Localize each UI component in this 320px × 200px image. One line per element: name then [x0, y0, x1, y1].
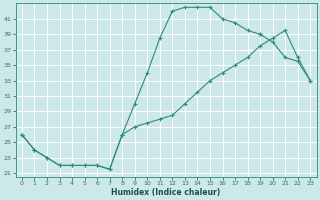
X-axis label: Humidex (Indice chaleur): Humidex (Indice chaleur) — [111, 188, 221, 197]
